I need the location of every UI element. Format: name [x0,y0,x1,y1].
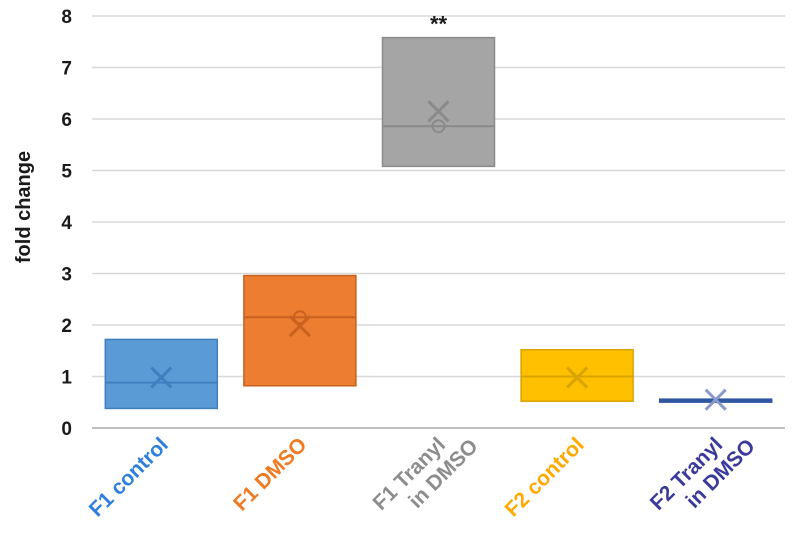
y-tick-label: 4 [61,213,72,234]
category-label: F2 Tranylin DMSO [646,418,760,532]
mean-marker [704,388,727,411]
y-tick-label: 7 [61,59,72,80]
y-tick-label: 3 [61,265,72,286]
category-labels: F1 control F1 DMSO F1 Tranylin DMSO F2 cont… [85,418,760,532]
category-label-line: F1 DMSO [229,433,311,515]
category-label: F1 control [85,433,173,521]
mean-marker [150,366,173,389]
y-tick-label: 8 [61,7,72,28]
box-1 [104,338,219,410]
box-rect [381,36,496,168]
mean-marker [427,100,450,123]
y-tick-label: 1 [61,368,72,389]
box-rect [243,274,357,387]
y-tick-label: 0 [61,419,72,440]
box-2 [243,274,357,387]
y-tick-label: 5 [61,162,72,183]
box-rect [520,348,634,402]
box-4 [520,348,634,402]
y-axis-label: fold change [13,151,35,263]
median-point [292,310,307,325]
significance-annotation: ** [430,12,448,37]
category-label-line: F1 control [85,433,173,521]
y-tick-label: 6 [61,110,72,131]
category-label-line: F2 control [501,433,589,521]
category-label: F1 DMSO [229,433,311,515]
category-label: F1 Tranylin DMSO [369,418,483,532]
median-point [431,119,446,134]
box-5 [658,388,773,411]
mean-marker [566,366,589,389]
boxes: ** [104,12,773,411]
box-rect [104,338,219,410]
category-label: F2 control [501,433,589,521]
y-tick-label: 2 [61,316,72,337]
y-axis: 0 1 2 3 4 5 6 7 8 [61,7,72,440]
box-3 [381,36,496,168]
